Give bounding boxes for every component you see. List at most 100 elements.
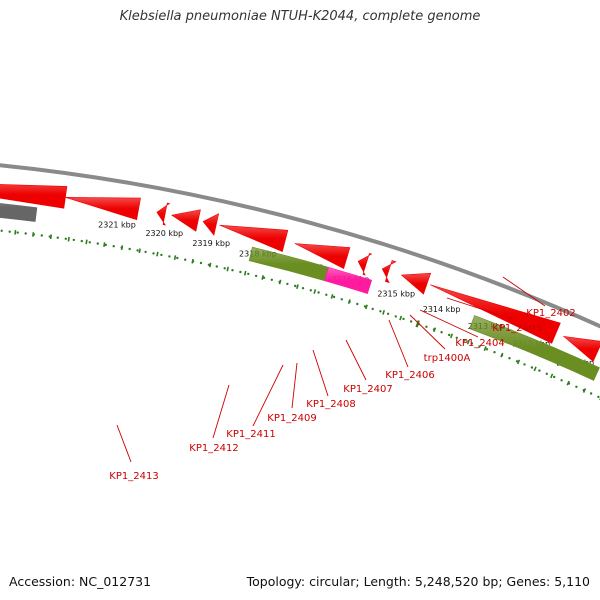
ruler-dot: [409, 320, 413, 323]
ruler-dot: [379, 310, 382, 313]
ruler-dot: [168, 255, 171, 258]
ruler-tick: [450, 333, 454, 339]
ruler-dot: [309, 289, 312, 292]
ruler-tick: [566, 380, 570, 386]
ruler-dot: [199, 261, 203, 265]
ruler-tick: [516, 359, 521, 365]
ruler-dot: [371, 307, 374, 311]
ruler-tick: [173, 255, 177, 260]
ruler-label: 2315 kbp: [377, 290, 415, 299]
ruler-dot: [493, 351, 496, 354]
gene-label: KP1_2412: [189, 443, 238, 454]
label-leader-line: [419, 309, 479, 338]
ruler-dot: [455, 336, 458, 339]
cds-feature: [400, 272, 432, 295]
ruler-dot: [96, 242, 100, 245]
ruler-dot: [136, 249, 139, 252]
gene-feature: [469, 315, 600, 381]
accession-label: Accession: NC_012731: [9, 574, 152, 589]
ruler-dot: [24, 232, 27, 235]
gene-label: KP1_2402: [526, 308, 575, 319]
ruler-dot: [144, 250, 147, 254]
ruler-tick: [330, 294, 334, 299]
ruler-dot: [231, 269, 234, 272]
ruler-tick: [243, 270, 247, 276]
ruler-tick: [14, 229, 17, 235]
label-leader-line: [502, 276, 546, 307]
ruler-dot: [470, 342, 474, 345]
ruler-dot: [508, 357, 511, 360]
ruler-dot: [254, 274, 258, 278]
ruler-dot: [402, 317, 405, 321]
ruler-dot: [523, 363, 526, 366]
cds-feature: [0, 184, 68, 209]
genome-summary: Topology: circular; Length: 5,248,520 bp…: [246, 574, 590, 589]
ruler-tick: [582, 388, 587, 393]
ruler-label: 2314 kbp: [423, 305, 461, 314]
ruler-dot: [560, 379, 563, 382]
cds-feature: [156, 202, 171, 226]
ruler-dot: [152, 252, 155, 255]
ruler-dot: [485, 348, 489, 351]
ruler-dot: [16, 231, 19, 234]
ruler-tick: [296, 284, 299, 290]
ruler-tick: [382, 309, 386, 315]
ruler-tick: [67, 236, 70, 242]
ruler-dot: [386, 312, 390, 315]
cds-feature: [170, 209, 201, 232]
ruler-dot: [286, 282, 289, 286]
ruler-dot: [553, 375, 556, 379]
ruler-dot: [56, 236, 59, 239]
ruler-tick: [415, 320, 420, 328]
ruler-dot: [597, 395, 600, 399]
ruler-tick: [347, 299, 351, 304]
cds-feature: [357, 252, 373, 276]
gene-label: trp1400A: [424, 353, 471, 364]
genome-backbone: [0, 163, 600, 329]
gene-label: KP1_2408: [306, 399, 355, 410]
gene-label: KP1_2404: [455, 338, 504, 349]
ruler-dot: [530, 366, 534, 369]
ruler-dot: [239, 270, 242, 274]
ruler-tick: [261, 275, 264, 280]
gene-feature: [0, 203, 38, 222]
ruler-dot: [176, 256, 179, 260]
ruler-tick: [138, 248, 141, 254]
ruler-tick: [466, 339, 470, 345]
ruler-label: 2319 kbp: [192, 239, 230, 248]
ruler-dot: [538, 369, 541, 372]
ruler-dot: [545, 372, 548, 375]
cds-feature: [294, 243, 351, 270]
ruler-dot: [515, 360, 519, 363]
ruler-dot: [301, 287, 305, 290]
ruler-dot: [332, 295, 336, 299]
ruler-dot: [463, 339, 466, 342]
ruler-tick: [483, 346, 487, 351]
ruler-dot: [184, 258, 187, 261]
ruler-dot: [8, 230, 11, 233]
ruler-tick: [500, 352, 504, 358]
ruler-tick: [120, 245, 124, 250]
label-leader-line: [409, 314, 446, 350]
ruler-dot: [223, 267, 226, 270]
label-leader-line: [116, 424, 132, 463]
gene-label: KP1_2406: [385, 370, 434, 381]
cds-feature: [562, 336, 600, 362]
label-leader-line: [212, 384, 230, 439]
ruler-dot: [294, 284, 297, 288]
gene-label: KP1_2409: [267, 413, 316, 424]
ruler-dot: [64, 237, 68, 240]
gene-label: KP1_2403: [492, 323, 541, 334]
cds-feature: [65, 197, 141, 221]
ruler-dot: [340, 298, 343, 301]
ruler-dot: [112, 245, 115, 248]
map-title: Klebsiella pneumoniae NTUH-K2044, comple…: [119, 9, 481, 24]
cds-feature: [381, 260, 397, 284]
ruler-dot: [317, 291, 320, 294]
ruler-tick: [32, 232, 35, 237]
ruler-tick: [365, 304, 368, 310]
ruler-tick: [550, 373, 554, 379]
ruler-dot: [80, 239, 84, 243]
ruler-tick: [208, 262, 212, 268]
ruler-dot: [589, 392, 593, 395]
